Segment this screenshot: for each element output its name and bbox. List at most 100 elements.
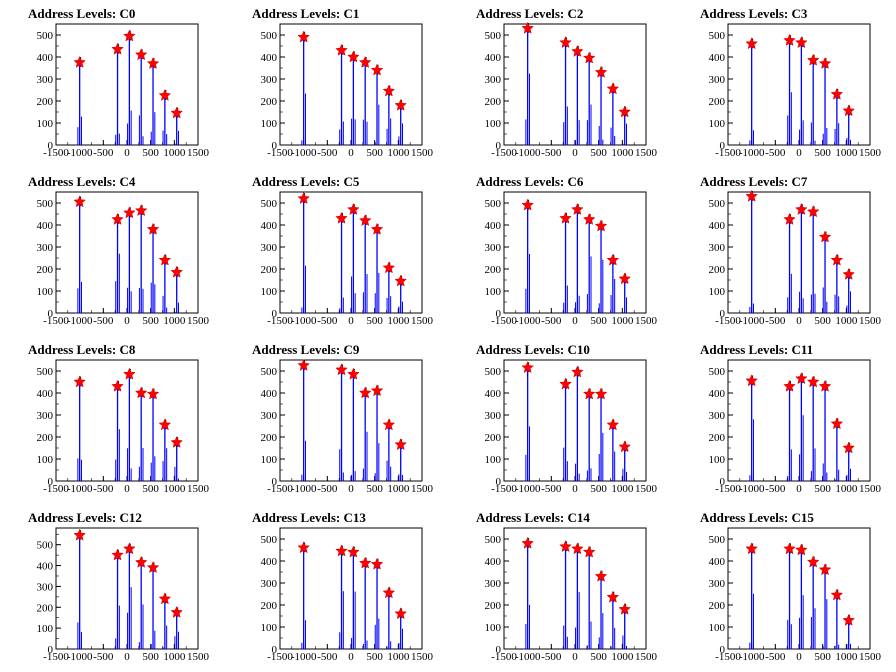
panel-c4: Address Levels: C40100200300400500-1500-… — [28, 174, 210, 327]
peak-marker — [745, 374, 758, 387]
y-tick-label: 100 — [37, 286, 54, 298]
y-tick-label: 500 — [261, 534, 278, 546]
peak-marker — [158, 88, 172, 101]
y-tick-label: 400 — [709, 220, 726, 232]
y-tick-label: 300 — [709, 410, 726, 422]
y-tick-label: 0 — [720, 644, 726, 656]
y-tick-label: 0 — [720, 476, 726, 488]
x-tick-label: -1000 — [291, 483, 317, 495]
peak-marker — [370, 384, 384, 397]
x-tick-label: 1000 — [387, 483, 410, 495]
peak-marker — [146, 56, 160, 69]
y-tick-label: 500 — [37, 198, 54, 210]
panel-title: Address Levels: C1 — [252, 6, 359, 21]
x-tick-label: 0 — [572, 483, 578, 495]
panel-title: Address Levels: C12 — [28, 510, 142, 525]
x-tick-label: 500 — [142, 483, 159, 495]
x-tick-label: 500 — [814, 147, 831, 159]
x-tick-label: -1500 — [267, 315, 293, 327]
y-tick-label: 300 — [37, 410, 54, 422]
x-tick-label: 500 — [142, 315, 159, 327]
x-tick-label: 1500 — [635, 483, 658, 495]
peak-marker — [806, 555, 820, 568]
peak-marker — [382, 261, 396, 274]
peak-marker — [783, 33, 796, 46]
panel-c9: Address Levels: C90100200300400500-1500-… — [252, 342, 434, 495]
x-tick-label: -500 — [765, 147, 786, 159]
x-tick-label: 1000 — [835, 315, 858, 327]
peak-marker — [618, 105, 632, 118]
peak-marker — [382, 418, 396, 431]
peak-marker — [521, 361, 534, 374]
x-tick-label: 1500 — [187, 147, 210, 159]
peak-marker — [559, 36, 572, 49]
x-tick-label: 1500 — [187, 483, 210, 495]
peak-marker — [158, 253, 172, 266]
peak-marker — [134, 204, 148, 217]
peak-marker — [347, 367, 360, 380]
y-tick-label: 300 — [485, 74, 502, 86]
peak-marker — [559, 211, 572, 224]
peak-marker — [170, 435, 184, 448]
peak-marker — [358, 55, 372, 68]
peak-marker — [618, 602, 632, 615]
peak-marker — [571, 365, 584, 378]
x-tick-label: -1500 — [715, 147, 741, 159]
y-tick-label: 400 — [261, 388, 278, 400]
panel-c14: Address Levels: C14 0 100 200 300 400 500 -1500… — [476, 510, 658, 663]
peak-marker — [170, 106, 184, 119]
x-tick-label: -1500 — [267, 483, 293, 495]
x-tick-label: 0 — [124, 483, 130, 495]
peak-marker — [606, 253, 620, 266]
peak-marker — [134, 48, 148, 61]
x-tick-label: -1500 — [491, 315, 517, 327]
peak-marker — [111, 548, 124, 561]
x-tick-label: 0 — [796, 315, 802, 327]
x-tick-label: 1000 — [163, 483, 186, 495]
y-tick-label: 500 — [37, 540, 54, 552]
peak-marker — [347, 50, 360, 63]
x-tick-label: -1000 — [67, 147, 93, 159]
y-tick-label: 100 — [485, 118, 502, 130]
panel-c6: Address Levels: C60100200300400500-1500-… — [476, 174, 658, 327]
x-tick-label: 1000 — [163, 651, 186, 663]
panel-title: Address Levels: C6 — [476, 174, 584, 189]
x-tick-label: 1500 — [411, 483, 434, 495]
peak-marker — [170, 265, 184, 278]
peak-marker — [806, 53, 820, 66]
y-tick-label: 400 — [485, 220, 502, 232]
peak-marker — [582, 387, 596, 400]
x-tick-label: -1000 — [739, 483, 765, 495]
x-tick-label: 1500 — [635, 147, 658, 159]
x-tick-label: 0 — [124, 315, 130, 327]
y-tick-label: 200 — [261, 432, 278, 444]
panel-title: Address Levels: C11 — [700, 342, 813, 357]
x-tick-label: -1000 — [515, 651, 541, 663]
y-tick-label: 300 — [37, 242, 54, 254]
panel-c8: Address Levels: C80100200300400500-1500-… — [28, 342, 210, 495]
x-tick-label: -500 — [765, 483, 786, 495]
y-tick-label: 0 — [48, 644, 54, 656]
panel-c15: Address Levels: C15 0 100 200 300 400 500 -1500… — [700, 510, 882, 663]
panel-title: Address Levels: C13 — [252, 510, 366, 525]
x-tick-label: -500 — [93, 147, 114, 159]
x-tick-label: -500 — [765, 315, 786, 327]
peak-marker — [745, 37, 758, 50]
peak-marker — [559, 540, 572, 553]
peak-marker — [370, 63, 384, 76]
x-tick-label: -1500 — [43, 651, 69, 663]
y-tick-label: 300 — [261, 242, 278, 254]
y-tick-label: 100 — [709, 286, 726, 298]
x-tick-label: 0 — [796, 147, 802, 159]
x-tick-label: 0 — [348, 315, 354, 327]
x-tick-label: 1000 — [387, 651, 410, 663]
peak-marker — [521, 536, 534, 549]
peak-marker — [830, 417, 844, 430]
peak-marker — [347, 202, 360, 215]
x-tick-label: -1500 — [491, 651, 517, 663]
y-tick-label: 500 — [709, 30, 726, 42]
y-tick-label: 400 — [261, 52, 278, 64]
peak-marker — [582, 545, 596, 558]
y-tick-label: 500 — [709, 366, 726, 378]
peak-marker — [842, 104, 856, 117]
